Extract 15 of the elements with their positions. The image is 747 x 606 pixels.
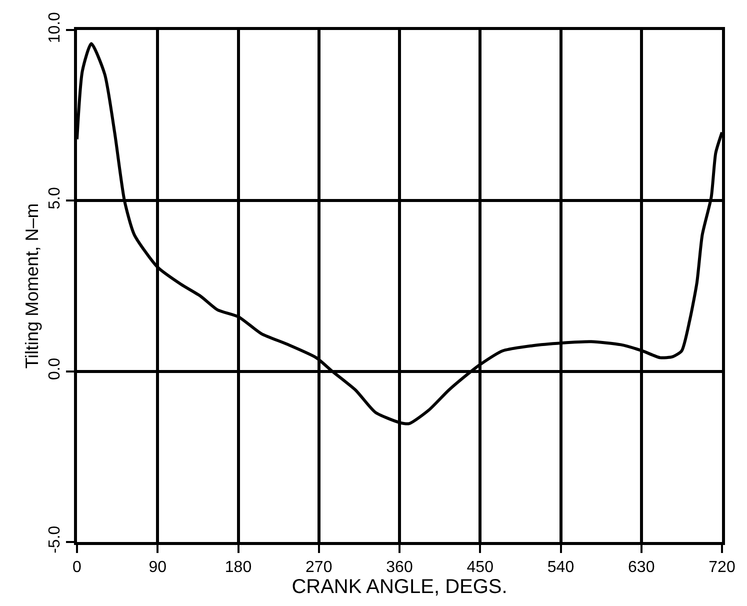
x-tick-label: 450	[466, 559, 494, 576]
y-axis-title: Tilting Moment, N–m	[22, 203, 42, 369]
y-tick-label: -5.0	[46, 526, 64, 554]
x-tick-label: 630	[628, 559, 655, 576]
y-tick-label: 0.0	[46, 358, 64, 380]
x-tick-label: 270	[306, 559, 332, 576]
x-tick-label: 720	[708, 559, 736, 576]
x-tick-label: 540	[547, 559, 574, 576]
x-tick-label: 90	[148, 559, 167, 576]
x-tick-label: 0	[72, 559, 82, 576]
y-tick-label: 10.0	[46, 12, 64, 44]
y-tick-label: 5.0	[46, 187, 64, 210]
x-tick-label: 180	[224, 559, 252, 576]
x-tick-label: 360	[386, 559, 413, 576]
x-axis-title: CRANK ANGLE, DEGS.	[292, 576, 508, 598]
